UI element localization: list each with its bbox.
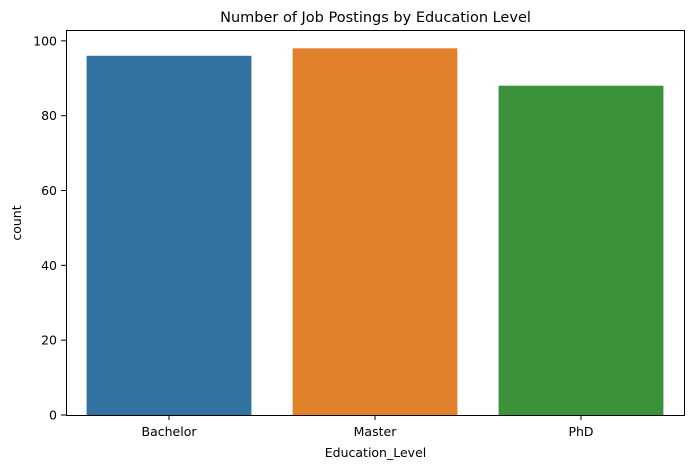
y-tick-label: 60 [41,183,57,198]
x-tick-label: PhD [568,424,593,439]
y-tick-label: 20 [41,333,57,348]
bar-bachelor [86,55,252,416]
y-axis-ticks: 0 20 40 60 80 100 [33,33,66,423]
y-tick-label: 80 [41,108,57,123]
plot-frame [66,30,685,416]
x-axis-label: Education_Level [325,445,426,460]
bar-master [292,48,458,416]
y-tick-label: 100 [33,33,57,48]
bars-group [86,48,664,416]
x-axis-ticks: Bachelor Master PhD [142,415,594,439]
y-axis-label: count [9,205,24,240]
y-tick-label: 40 [41,258,57,273]
chart-title: Number of Job Postings by Education Leve… [220,10,531,26]
y-tick-label: 0 [49,408,57,423]
x-tick-label: Bachelor [142,424,198,439]
bar-phd [498,85,664,415]
x-tick-label: Master [354,424,398,439]
